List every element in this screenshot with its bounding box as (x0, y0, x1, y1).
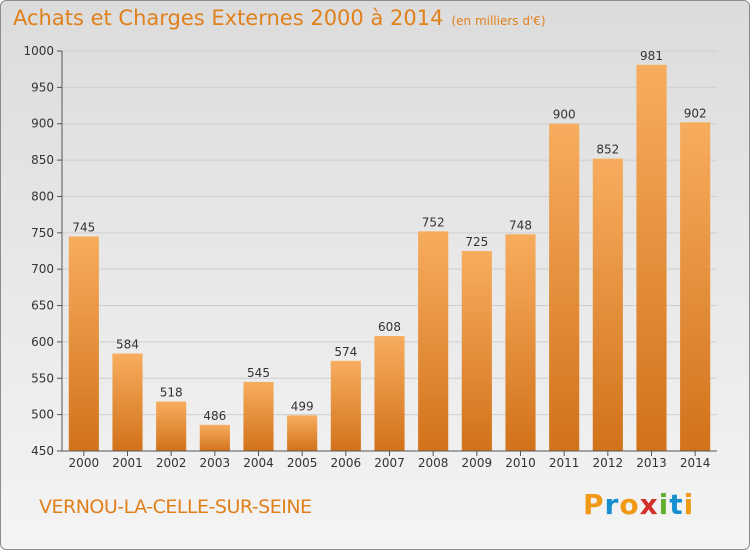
bar-value-label: 486 (203, 409, 226, 423)
chart-title: Achats et Charges Externes 2000 à 2014 (13, 6, 444, 30)
logo-letter: i (658, 488, 670, 521)
x-tick-label: 2012 (593, 456, 624, 470)
bar-value-label: 902 (684, 106, 707, 120)
y-tick-label: 500 (31, 408, 54, 422)
x-tick-label: 2009 (462, 456, 493, 470)
bar-2008 (418, 231, 449, 451)
x-tick-label: 2002 (156, 456, 187, 470)
bar-2014 (680, 122, 711, 451)
bar-value-label: 545 (247, 366, 270, 380)
bar-value-label: 852 (596, 143, 619, 157)
y-tick-label: 850 (31, 153, 54, 167)
x-tick-label: 2003 (200, 456, 231, 470)
y-tick-label: 600 (31, 335, 54, 349)
logo-letter: x (639, 488, 659, 521)
y-tick-label: 1000 (23, 44, 54, 58)
axes: 450 500 550 600 650 700 750 800 850 900 950 1000 200… (23, 44, 717, 470)
bar-2003 (199, 424, 230, 451)
bar-2007 (374, 336, 405, 451)
bar-2012 (592, 158, 623, 452)
bar-value-label: 574 (334, 345, 357, 359)
y-tick-label: 950 (31, 80, 54, 94)
commune-name: VERNOU-LA-CELLE-SUR-SEINE (39, 496, 312, 518)
x-tick-label: 2007 (374, 456, 405, 470)
bar-value-label: 518 (160, 386, 183, 400)
bar-value-label: 725 (465, 235, 488, 249)
bar-2011 (549, 123, 580, 452)
y-tick-label: 900 (31, 117, 54, 131)
bar-value-label: 745 (72, 220, 95, 234)
x-tick-label: 2000 (69, 456, 100, 470)
x-tick-label: 2006 (331, 456, 362, 470)
bar-2005 (287, 415, 318, 451)
x-tick-label: 2013 (636, 456, 667, 470)
bar-value-label: 748 (509, 218, 532, 232)
bar-2002 (156, 401, 187, 451)
logo-letter: i (683, 488, 695, 521)
bar-2001 (112, 353, 143, 451)
bar-2010 (505, 234, 536, 451)
y-tick-label: 550 (31, 371, 54, 385)
y-tick-label: 700 (31, 262, 54, 276)
bar-value-label: 752 (422, 215, 445, 229)
x-tick-label: 2011 (549, 456, 580, 470)
bar-2013 (636, 64, 667, 451)
bar-value-label: 584 (116, 338, 139, 352)
bar-2006 (330, 360, 361, 451)
y-tick-label: 800 (31, 189, 54, 203)
bar-value-label: 981 (640, 49, 663, 63)
logo-letter: o (619, 488, 640, 521)
x-tick-label: 2001 (112, 456, 143, 470)
bars: 745 584 518 486 545 499 574 608 752 725 748 900 852 9… (68, 49, 711, 452)
bar-value-label: 608 (378, 320, 401, 334)
x-tick-label: 2005 (287, 456, 318, 470)
x-tick-label: 2010 (505, 456, 536, 470)
bar-2004 (243, 381, 274, 451)
logo-letter: P (583, 488, 605, 521)
x-tick-label: 2008 (418, 456, 449, 470)
y-tick-label: 450 (31, 444, 54, 458)
bar-value-label: 900 (553, 108, 576, 122)
logo-letter: t (669, 488, 684, 521)
bar-2009 (461, 251, 492, 451)
proxiti-logo[interactable]: Proxiti (583, 488, 694, 521)
chart-unit: (en milliers d'€) (451, 14, 546, 28)
bar-2000 (68, 236, 99, 451)
y-tick-label: 750 (31, 226, 54, 240)
x-tick-label: 2004 (243, 456, 274, 470)
y-tick-label: 650 (31, 299, 54, 313)
chart-title-block: Achats et Charges Externes 2000 à 2014 (e… (13, 6, 546, 30)
bar-value-label: 499 (291, 399, 314, 413)
x-tick-label: 2014 (680, 456, 711, 470)
logo-letter: r (604, 488, 620, 521)
